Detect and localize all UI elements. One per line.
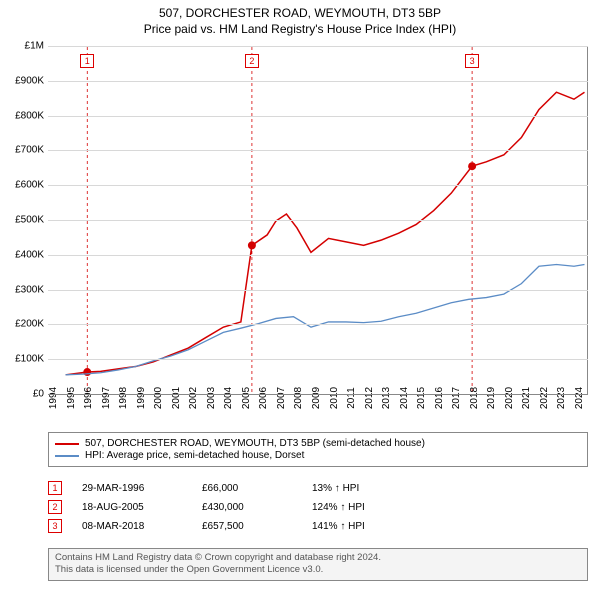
footer-line: This data is licensed under the Open Gov… — [55, 564, 581, 576]
y-tick-label: £900K — [15, 75, 44, 86]
x-tick-label: 2003 — [206, 387, 217, 409]
grid-line — [48, 185, 588, 186]
x-tick-label: 2011 — [346, 387, 357, 409]
x-tick-label: 2006 — [258, 387, 269, 409]
x-tick-label: 2021 — [521, 387, 532, 409]
x-tick-label: 2017 — [451, 387, 462, 409]
y-tick-label: £300K — [15, 284, 44, 295]
footer-attribution: Contains HM Land Registry data © Crown c… — [48, 548, 588, 581]
x-tick-label: 2001 — [171, 387, 182, 409]
x-tick-label: 2008 — [293, 387, 304, 409]
grid-line — [48, 359, 588, 360]
x-tick-label: 1995 — [66, 387, 77, 409]
event-marker: 1 — [48, 481, 62, 495]
legend-label: HPI: Average price, semi-detached house,… — [85, 450, 304, 461]
x-tick-label: 2005 — [241, 387, 252, 409]
x-tick-label: 2020 — [504, 387, 515, 409]
x-tick-label: 2019 — [486, 387, 497, 409]
event-pct: 141% ↑ HPI — [312, 521, 402, 532]
y-tick-label: £1M — [25, 41, 44, 52]
x-tick-label: 2007 — [276, 387, 287, 409]
sale-marker: 3 — [465, 54, 479, 68]
x-tick-label: 1996 — [83, 387, 94, 409]
x-tick-label: 2002 — [188, 387, 199, 409]
grid-line — [48, 255, 588, 256]
x-tick-label: 2004 — [223, 387, 234, 409]
series-line — [66, 92, 585, 375]
sale-marker: 1 — [80, 54, 94, 68]
y-tick-label: £400K — [15, 249, 44, 260]
x-tick-label: 2016 — [434, 387, 445, 409]
x-tick-label: 2018 — [469, 387, 480, 409]
grid-line — [48, 116, 588, 117]
x-tick-label: 2023 — [556, 387, 567, 409]
legend: 507, DORCHESTER ROAD, WEYMOUTH, DT3 5BP … — [48, 432, 588, 467]
sale-point — [248, 241, 256, 249]
event-price: £66,000 — [202, 483, 292, 494]
sale-marker: 2 — [245, 54, 259, 68]
grid-line — [48, 46, 588, 47]
page-subtitle: Price paid vs. HM Land Registry's House … — [0, 22, 600, 36]
event-price: £430,000 — [202, 502, 292, 513]
x-tick-label: 2024 — [574, 387, 585, 409]
events-table: 1 29-MAR-1996 £66,000 13% ↑ HPI 2 18-AUG-2005… — [48, 476, 588, 538]
y-tick-label: £600K — [15, 180, 44, 191]
event-marker: 3 — [48, 519, 62, 533]
event-date: 29-MAR-1996 — [82, 483, 182, 494]
x-tick-label: 2012 — [364, 387, 375, 409]
x-tick-label: 2010 — [329, 387, 340, 409]
y-tick-label: £200K — [15, 319, 44, 330]
legend-swatch — [55, 455, 79, 457]
footer-line: Contains HM Land Registry data © Crown c… — [55, 552, 581, 564]
page-title: 507, DORCHESTER ROAD, WEYMOUTH, DT3 5BP — [0, 6, 600, 20]
x-tick-label: 2014 — [399, 387, 410, 409]
event-price: £657,500 — [202, 521, 292, 532]
event-row: 1 29-MAR-1996 £66,000 13% ↑ HPI — [48, 481, 588, 495]
x-tick-label: 2015 — [416, 387, 427, 409]
grid-line — [48, 220, 588, 221]
y-tick-label: £800K — [15, 110, 44, 121]
grid-line — [48, 324, 588, 325]
y-tick-label: £700K — [15, 145, 44, 156]
x-tick-label: 1994 — [48, 387, 59, 409]
x-tick-label: 1997 — [101, 387, 112, 409]
x-tick-label: 2022 — [539, 387, 550, 409]
y-tick-label: £500K — [15, 215, 44, 226]
event-row: 3 08-MAR-2018 £657,500 141% ↑ HPI — [48, 519, 588, 533]
x-tick-label: 2009 — [311, 387, 322, 409]
y-tick-label: £0 — [33, 389, 44, 400]
event-date: 08-MAR-2018 — [82, 521, 182, 532]
y-tick-label: £100K — [15, 354, 44, 365]
legend-item: 507, DORCHESTER ROAD, WEYMOUTH, DT3 5BP … — [55, 438, 581, 449]
event-pct: 13% ↑ HPI — [312, 483, 402, 494]
legend-label: 507, DORCHESTER ROAD, WEYMOUTH, DT3 5BP … — [85, 438, 425, 449]
grid-line — [48, 81, 588, 82]
grid-line — [48, 290, 588, 291]
sale-point — [468, 162, 476, 170]
event-date: 18-AUG-2005 — [82, 502, 182, 513]
legend-item: HPI: Average price, semi-detached house,… — [55, 450, 581, 461]
x-tick-label: 1998 — [118, 387, 129, 409]
event-row: 2 18-AUG-2005 £430,000 124% ↑ HPI — [48, 500, 588, 514]
event-pct: 124% ↑ HPI — [312, 502, 402, 513]
sale-point — [83, 368, 91, 376]
legend-swatch — [55, 443, 79, 445]
x-tick-label: 1999 — [136, 387, 147, 409]
grid-line — [48, 150, 588, 151]
x-tick-label: 2000 — [153, 387, 164, 409]
x-tick-label: 2013 — [381, 387, 392, 409]
grid-line — [48, 394, 588, 395]
event-marker: 2 — [48, 500, 62, 514]
